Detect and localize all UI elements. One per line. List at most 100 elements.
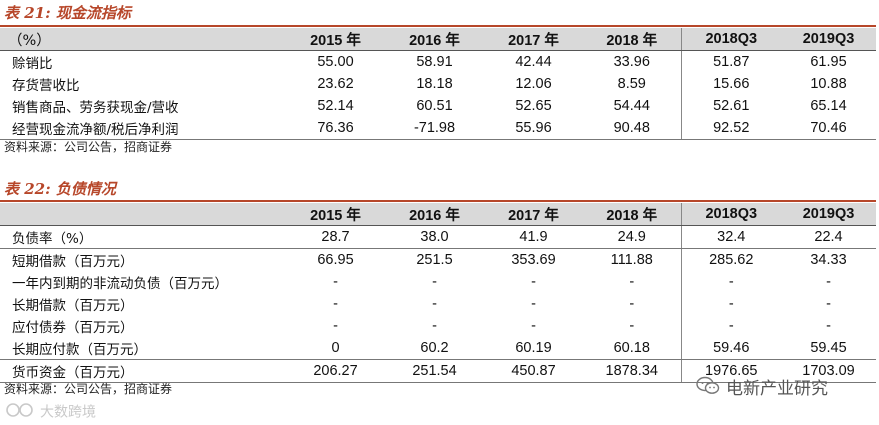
table-cell: - [432,274,437,290]
table-cell: 60.2 [385,337,484,360]
site-watermark: 大数跨境 [6,402,96,423]
table-cell: 66.95 [317,252,354,268]
table-cell: 65.14 [810,98,847,114]
table22-header-label [0,203,286,226]
table-row: 赊销比 55.00 58.91 42.44 33.96 51.87 61.95 [0,50,876,73]
table21-header-label: （%） [0,28,286,51]
table-row: 存货营收比 23.62 18.18 12.06 8.59 15.66 10.88 [0,73,876,95]
row-label: 一年内到期的非流动负债（百万元） [12,276,228,292]
table-cell: 51.87 [680,50,781,73]
table-cell: -71.98 [385,117,484,140]
table-cell: 60.51 [416,98,453,114]
table-cell: 12.06 [515,76,552,92]
table-cell: 33.96 [613,54,650,70]
row-label: 应付债券（百万元） [12,320,134,336]
table21-col-header: 2015 年 [286,28,385,51]
table22-col-header: 2015 年 [286,203,385,226]
table-cell: 28.7 [286,225,385,249]
table-cell: - [629,296,635,312]
table21-title-rule [0,25,876,27]
table-cell: 206.27 [286,359,385,383]
table-cell: 22.4 [781,225,876,249]
table22-col-header: 2016 年 [385,203,484,226]
table-cell: - [531,296,536,312]
table-cell: 38.0 [385,225,484,249]
table-cell: 76.36 [286,117,385,140]
logo-icon [6,402,36,423]
table-cell: 58.91 [416,54,453,70]
table-cell: 34.33 [810,252,847,268]
table-cell: 353.69 [511,252,556,268]
table-cell: 32.4 [680,225,781,249]
table-cell: 251.5 [416,252,453,268]
row-label: 货币资金（百万元） [0,359,286,383]
wechat-watermark: 电新产业研究 [696,376,828,399]
table-cell: - [826,274,831,290]
table-cell: - [629,274,635,290]
table-cell: - [680,293,781,315]
table21-source: 资料来源：公司公告，招商证券 [4,140,173,154]
table-cell: - [432,296,437,312]
table21-header-row: （%） 2015 年 2016 年 2017 年 2018 年 2018Q3 2… [0,28,876,51]
table-cell: 1878.34 [583,359,681,383]
table22-col-header: 2018Q3 [680,203,781,226]
table-cell: 285.62 [680,248,781,271]
table-cell: 60.19 [484,337,583,360]
table-cell: 251.54 [385,359,484,383]
table-row: 长期借款（百万元） - - - - - - [0,293,876,315]
table-cell: 55.00 [317,54,354,70]
table-cell: 92.52 [680,117,781,140]
table-cell: - [826,296,831,312]
table-cell: 8.59 [617,76,646,92]
table-cell: 15.66 [680,73,781,95]
table-cell: 18.18 [416,76,453,92]
table-cell: 52.61 [680,95,781,117]
table22-col-header: 2018 年 [583,203,681,226]
watermark-text: 电新产业研究 [726,379,828,399]
table22-header-row: 2015 年 2016 年 2017 年 2018 年 2018Q3 2019Q… [0,203,876,226]
table21-col-header: 2018 年 [583,28,681,51]
table-cell: 23.62 [317,76,354,92]
table-cell: - [333,296,338,312]
table-row: 一年内到期的非流动负债（百万元） - - - - - - [0,271,876,293]
row-label: 负债率（%） [0,225,286,249]
row-label: 赊销比 [12,56,53,72]
table-cell: - [333,318,338,334]
table-row: 销售商品、劳务获现金/营收 52.14 60.51 52.65 54.44 52… [0,95,876,117]
table-row: 应付债券（百万元） - - - - - - [0,315,876,337]
table-row: 经营现金流净额/税后净利润 76.36 -71.98 55.96 90.48 9… [0,117,876,140]
table-cell: - [333,274,338,290]
table-cell: - [629,318,635,334]
table21-title: 表 21: 现金流指标 [4,4,131,22]
table-cell: 59.45 [781,337,876,360]
table22-col-header: 2019Q3 [781,203,876,226]
table-cell: 41.9 [484,225,583,249]
table-cell: 90.48 [583,117,681,140]
wechat-icon [696,376,720,402]
watermark-text: 大数跨境 [40,404,96,421]
table22-col-header: 2017 年 [484,203,583,226]
table-cell: - [531,318,536,334]
table-cell: - [826,318,831,334]
table-cell: 52.65 [515,98,552,114]
row-label: 短期借款（百万元） [12,254,134,270]
table-cell: 70.46 [781,117,876,140]
table-cell: 59.46 [680,337,781,360]
table-cell: - [432,318,437,334]
table22: 2015 年 2016 年 2017 年 2018 年 2018Q3 2019Q… [0,203,876,383]
table22-title: 表 22: 负债情况 [4,180,116,198]
table21-col-header: 2016 年 [385,28,484,51]
table22-source: 资料来源：公司公告，招商证券 [4,382,173,396]
table-cell: 450.87 [484,359,583,383]
row-label: 长期借款（百万元） [12,298,134,314]
row-label: 经营现金流净额/税后净利润 [0,117,286,140]
table-cell: 10.88 [810,76,847,92]
table-cell: 24.9 [583,225,681,249]
table-row: 货币资金（百万元） 206.27 251.54 450.87 1878.34 1… [0,359,876,383]
table-cell: - [680,315,781,337]
row-label: 销售商品、劳务获现金/营收 [12,100,179,116]
table21-col-header: 2018Q3 [680,28,781,51]
table-cell: 1703.09 [781,359,876,383]
table-row: 负债率（%） 28.7 38.0 41.9 24.9 32.4 22.4 [0,225,876,249]
table-cell: 0 [286,337,385,360]
